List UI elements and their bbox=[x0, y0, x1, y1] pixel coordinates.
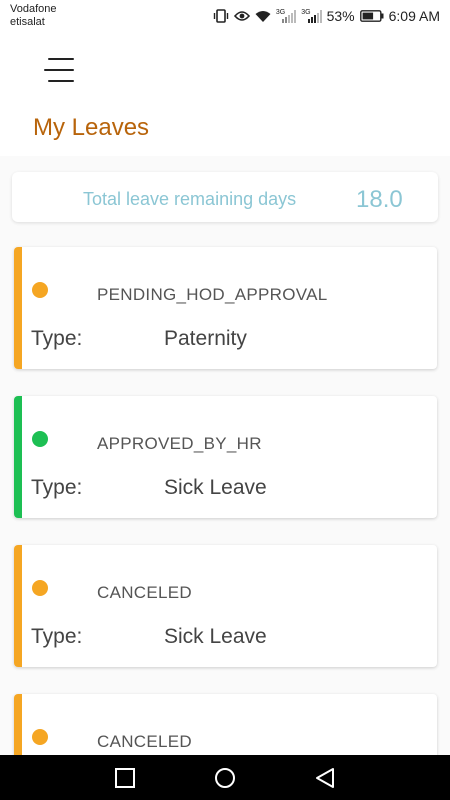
remaining-days-label: Total leave remaining days bbox=[83, 189, 297, 209]
leave-card[interactable]: APPROVED_BY_HR Type: Sick Leave bbox=[14, 396, 437, 518]
clock: 6:09 AM bbox=[388, 8, 440, 24]
home-circle-icon[interactable] bbox=[214, 767, 236, 789]
carrier-names: Vodafone etisalat bbox=[10, 3, 57, 29]
status-accent-bar bbox=[14, 396, 22, 518]
vibrate-icon bbox=[213, 8, 229, 24]
network-type-1: 3G bbox=[275, 8, 286, 16]
leave-status: CANCELED bbox=[97, 583, 192, 602]
battery-percent: 53% bbox=[326, 8, 355, 24]
system-nav-bar bbox=[0, 755, 450, 800]
leave-type-value: Sick Leave bbox=[164, 625, 267, 648]
recents-square-icon[interactable] bbox=[114, 767, 136, 789]
status-accent-bar bbox=[14, 545, 22, 667]
status-dot-icon bbox=[32, 729, 48, 745]
status-dot-icon bbox=[32, 580, 48, 596]
status-icons: 3G 3G 53% 6:09 AM bbox=[213, 7, 440, 25]
back-triangle-icon[interactable] bbox=[314, 767, 336, 789]
leave-type-value: Paternity bbox=[164, 327, 247, 350]
network-type-2: 3G bbox=[301, 8, 311, 16]
carrier-secondary: etisalat bbox=[10, 16, 45, 28]
leave-type-value: Sick Leave bbox=[164, 476, 267, 499]
leave-type-label: Type: bbox=[31, 625, 83, 648]
status-accent-bar bbox=[14, 247, 22, 369]
signal-icon-1: 3G bbox=[275, 8, 297, 24]
leave-status: CANCELED bbox=[97, 732, 192, 751]
carrier-primary: Vodafone bbox=[10, 3, 57, 15]
battery-icon bbox=[359, 8, 384, 24]
app-header: My Leaves bbox=[0, 34, 450, 156]
leave-card[interactable]: PENDING_HOD_APPROVAL Type: Paternity bbox=[14, 247, 437, 369]
leave-summary-card: Total leave remaining days 18.0 bbox=[12, 172, 438, 222]
leave-status: APPROVED_BY_HR bbox=[97, 434, 262, 453]
wifi-icon bbox=[255, 8, 271, 24]
page-title: My Leaves bbox=[33, 114, 150, 141]
status-dot-icon bbox=[32, 282, 48, 298]
status-bar: Vodafone etisalat 3G 3G 53% 6:09 AM bbox=[0, 0, 450, 34]
status-dot-icon bbox=[32, 431, 48, 447]
hamburger-menu-icon[interactable] bbox=[44, 58, 76, 82]
remaining-days-value: 18.0 bbox=[356, 186, 403, 213]
eye-icon bbox=[233, 8, 250, 24]
leave-type-label: Type: bbox=[31, 476, 83, 499]
leave-card[interactable]: CANCELED Type: Sick Leave bbox=[14, 545, 437, 667]
leave-status: PENDING_HOD_APPROVAL bbox=[97, 285, 328, 304]
leave-type-label: Type: bbox=[31, 327, 83, 350]
status-accent-bar bbox=[14, 694, 22, 800]
signal-icon-2: 3G bbox=[301, 8, 322, 24]
